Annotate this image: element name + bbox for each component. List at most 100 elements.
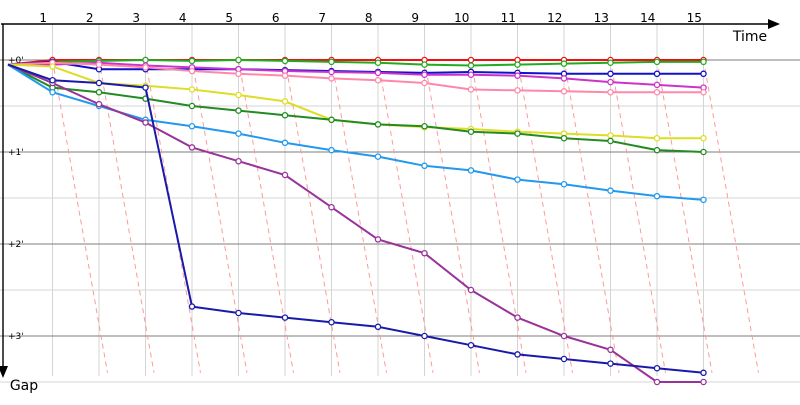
lap-label: 9 bbox=[411, 11, 419, 25]
lap-labels: 1 2 3 4 5 6 7 8 9 10 11 12 13 14 15 bbox=[39, 11, 701, 25]
data-point bbox=[374, 323, 382, 331]
lap-guide-line bbox=[424, 59, 480, 373]
lap-label: 6 bbox=[272, 11, 280, 25]
data-point bbox=[560, 355, 568, 363]
data-point bbox=[281, 314, 289, 321]
data-point bbox=[607, 70, 614, 78]
data-point bbox=[607, 88, 614, 96]
data-point bbox=[281, 171, 289, 179]
data-point bbox=[653, 146, 661, 154]
data-point bbox=[514, 61, 521, 68]
lap-label: 13 bbox=[594, 11, 609, 25]
data-point bbox=[607, 360, 614, 367]
series-line bbox=[7, 63, 704, 140]
data-point bbox=[49, 88, 56, 96]
data-point bbox=[374, 121, 382, 128]
lap-label: 10 bbox=[454, 11, 469, 25]
lap-label: 4 bbox=[179, 11, 187, 25]
data-point bbox=[467, 167, 475, 174]
data-point bbox=[467, 62, 475, 69]
data-point bbox=[514, 130, 521, 137]
data-point bbox=[560, 332, 568, 340]
lap-guide-line bbox=[563, 59, 620, 373]
data-point bbox=[467, 56, 475, 64]
lap-label: 7 bbox=[318, 11, 326, 25]
data-point bbox=[328, 75, 335, 82]
data-point bbox=[49, 63, 56, 70]
gap-tick-label: +2' bbox=[8, 240, 24, 250]
x-axis-title: Time bbox=[732, 29, 767, 45]
series-lines bbox=[7, 56, 707, 386]
data-point bbox=[514, 87, 521, 94]
data-point bbox=[142, 84, 149, 91]
data-point bbox=[188, 122, 196, 130]
data-point bbox=[188, 102, 196, 110]
data-point bbox=[607, 346, 614, 354]
data-point bbox=[467, 71, 475, 78]
lap-guide-line bbox=[377, 59, 434, 373]
lap-label: 1 bbox=[39, 11, 47, 25]
data-point bbox=[653, 70, 661, 78]
lap-label: 14 bbox=[640, 11, 655, 25]
data-point bbox=[653, 88, 661, 96]
data-point bbox=[560, 180, 568, 188]
data-point bbox=[142, 56, 149, 64]
data-point bbox=[374, 153, 382, 160]
y-axis-arrow-icon bbox=[0, 366, 8, 378]
lap-guide-line bbox=[145, 59, 201, 373]
data-point bbox=[281, 98, 289, 105]
data-point bbox=[374, 76, 382, 84]
data-point bbox=[235, 107, 242, 114]
data-point bbox=[235, 130, 242, 137]
series-line bbox=[8, 61, 704, 89]
data-point bbox=[653, 192, 661, 200]
data-point bbox=[700, 58, 707, 66]
data-point bbox=[95, 100, 103, 108]
data-point bbox=[607, 78, 614, 86]
data-point bbox=[653, 134, 661, 142]
data-point bbox=[374, 69, 382, 77]
data-point bbox=[700, 88, 707, 96]
series-line bbox=[7, 63, 704, 153]
lap-label: 11 bbox=[501, 11, 516, 25]
series-line bbox=[7, 63, 704, 383]
data-point bbox=[49, 76, 56, 84]
data-point bbox=[700, 378, 707, 386]
lap-guide-line bbox=[703, 59, 759, 373]
data-point bbox=[328, 203, 335, 211]
data-point bbox=[281, 139, 289, 147]
data-point bbox=[560, 75, 568, 82]
series-line bbox=[7, 63, 704, 374]
data-point bbox=[421, 162, 428, 170]
data-point bbox=[235, 309, 242, 317]
data-point bbox=[653, 81, 661, 89]
data-point bbox=[607, 187, 614, 194]
data-point bbox=[281, 72, 289, 79]
gap-tick-labels: +0' +1' +2' +3' bbox=[8, 56, 24, 342]
lap-label: 3 bbox=[132, 11, 140, 25]
data-point bbox=[188, 67, 196, 75]
data-point bbox=[607, 137, 614, 145]
series-line bbox=[7, 61, 704, 94]
data-point bbox=[514, 351, 521, 358]
data-point bbox=[328, 318, 335, 326]
data-point bbox=[467, 128, 475, 136]
lap-label: 5 bbox=[225, 11, 233, 25]
lap-guide-line bbox=[98, 59, 155, 373]
series-line bbox=[7, 58, 704, 67]
data-point bbox=[421, 61, 428, 68]
data-point bbox=[421, 79, 428, 87]
gap-tick-label: +0' bbox=[8, 56, 24, 66]
data-point bbox=[281, 57, 289, 65]
data-point bbox=[700, 134, 707, 142]
data-point bbox=[374, 59, 382, 67]
data-point bbox=[235, 70, 242, 78]
data-point bbox=[95, 88, 103, 96]
data-point bbox=[700, 70, 707, 78]
x-axis-arrow-icon bbox=[768, 19, 780, 29]
data-point bbox=[328, 58, 335, 66]
data-point bbox=[328, 146, 335, 154]
lap-label: 12 bbox=[547, 11, 562, 25]
data-point bbox=[514, 314, 521, 321]
